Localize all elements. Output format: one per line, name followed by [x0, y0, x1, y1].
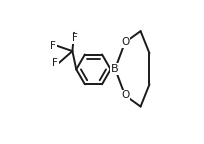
Text: B: B — [111, 64, 119, 74]
Text: O: O — [121, 90, 129, 101]
Text: F: F — [72, 33, 78, 43]
Text: F: F — [52, 58, 58, 68]
Text: O: O — [121, 37, 129, 47]
Text: F: F — [50, 41, 56, 51]
